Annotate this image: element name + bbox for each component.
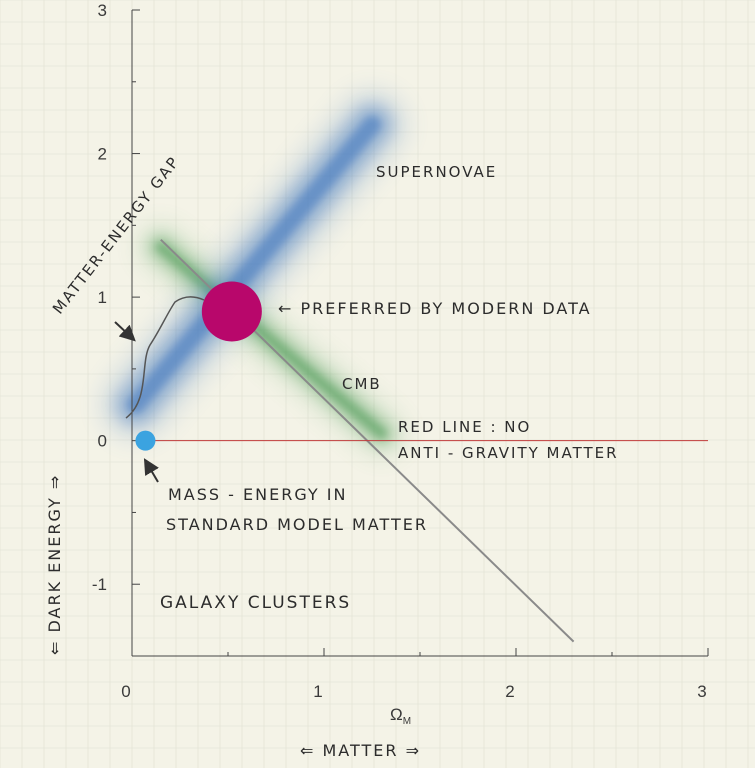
band-supernovae	[126, 115, 381, 414]
y-tick-label: 1	[98, 288, 107, 307]
standard-model-arrow-icon	[143, 458, 159, 483]
supernovae-label: SUPERNOVAE	[376, 163, 497, 181]
y-axis-caption: ⇐ DARK ENERGY ⇒	[45, 474, 64, 655]
y-tick-label: 2	[98, 145, 107, 164]
tick-labels: -1 0 1 2 3 0 1 2 3	[92, 1, 707, 701]
clusters-label: GALAXY CLUSTERS	[160, 593, 351, 613]
y-tick-label: 0	[98, 432, 107, 451]
standard-model-point	[135, 430, 156, 451]
x-axis-caption: ⇐ MATTER ⇒	[300, 741, 421, 760]
y-tick-label: 3	[98, 1, 107, 20]
constraint-bands	[100, 89, 407, 684]
x-tick-label: 0	[121, 682, 130, 701]
cmb-label: CMB	[342, 375, 382, 393]
data-points	[135, 281, 262, 451]
gap-bracket	[125, 296, 205, 419]
mass-energy-label-1: MASS - ENERGY IN	[168, 485, 347, 504]
x-tick-label: 1	[313, 682, 322, 701]
y-tick-label: -1	[92, 575, 107, 594]
red-line-label-2: ANTI - GRAVITY MATTER	[398, 444, 619, 462]
red-line-label-1: RED LINE : NO	[398, 418, 531, 436]
gap-arrow-icon	[114, 321, 136, 342]
x-axis-label: ΩM	[390, 705, 411, 727]
preferred-point	[201, 281, 262, 342]
x-tick-label: 2	[505, 682, 514, 701]
x-tick-label: 3	[697, 682, 706, 701]
mass-energy-label-2: STANDARD MODEL MATTER	[166, 515, 428, 534]
preferred-label: ← PREFERRED BY MODERN DATA	[278, 299, 592, 318]
